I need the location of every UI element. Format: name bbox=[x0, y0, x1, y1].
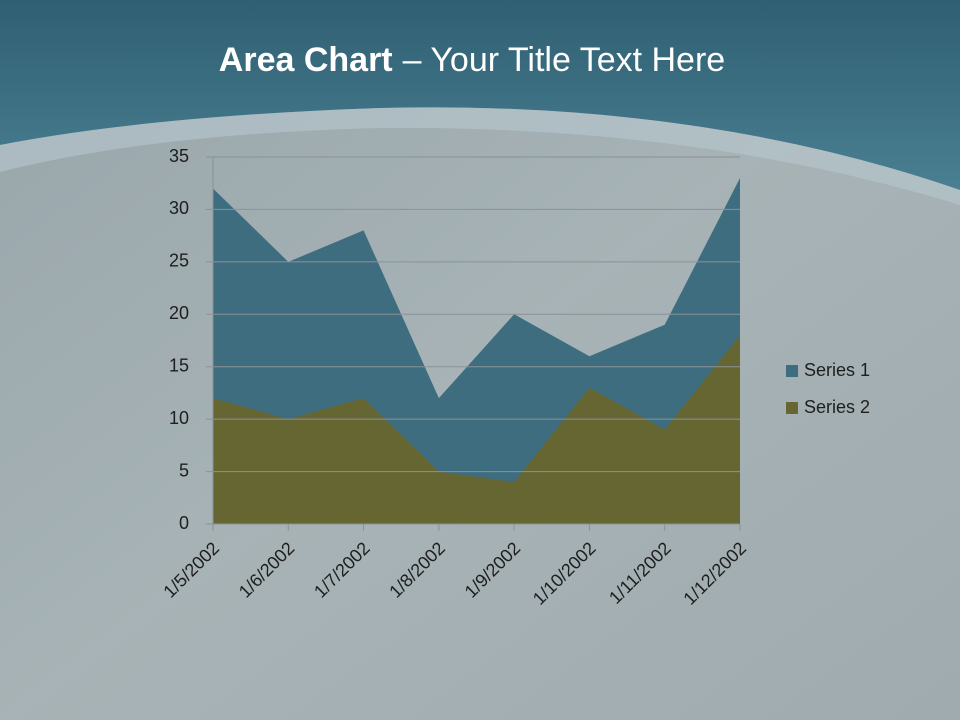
y-tick-label: 10 bbox=[169, 408, 189, 428]
legend-swatch bbox=[786, 365, 798, 377]
y-tick-label: 0 bbox=[179, 513, 189, 533]
legend-label: Series 1 bbox=[804, 360, 870, 380]
header-band bbox=[0, 0, 960, 190]
title-emphasis: Area Chart bbox=[219, 41, 393, 79]
slide-title: Area Chart – Your Title Text Here bbox=[219, 41, 725, 79]
area-series bbox=[213, 335, 740, 524]
y-tick-label: 30 bbox=[169, 198, 189, 218]
header-swoosh bbox=[0, 107, 960, 205]
y-tick-label: 25 bbox=[169, 251, 189, 271]
y-tick-label: 5 bbox=[179, 460, 189, 480]
y-tick-label: 20 bbox=[169, 303, 189, 323]
title-text: – Your Title Text Here bbox=[403, 41, 726, 79]
y-tick-label: 15 bbox=[169, 355, 189, 375]
y-tick-label: 35 bbox=[169, 146, 189, 166]
legend-swatch bbox=[786, 402, 798, 414]
legend-label: Series 2 bbox=[804, 397, 870, 417]
